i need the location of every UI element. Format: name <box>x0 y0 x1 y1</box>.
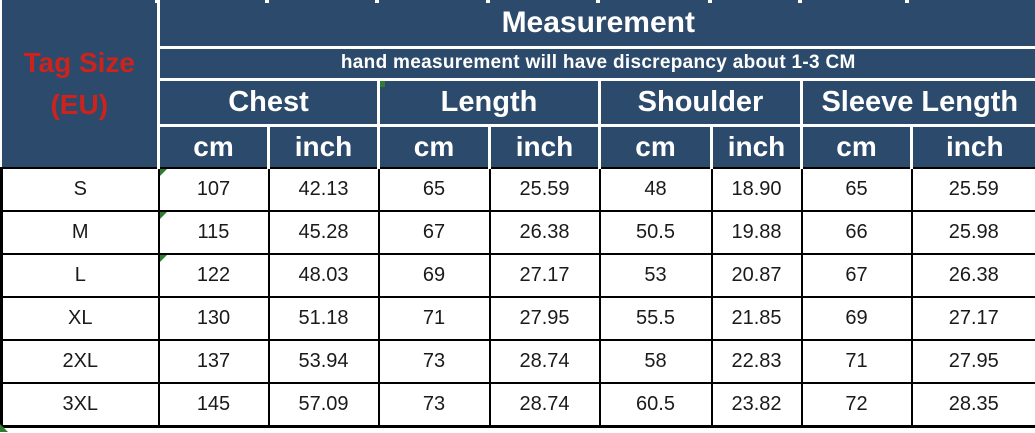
note-row: hand measurement will have discrepancy a… <box>2 47 1035 81</box>
grid-tick <box>905 0 909 3</box>
cell-xl-4: 55.5 <box>598 296 713 341</box>
cell-xl-5: 21.85 <box>710 296 803 341</box>
cell-s-5: 18.90 <box>710 167 803 212</box>
tag-size-header: Tag Size (EU) <box>1 0 160 168</box>
cell-s-1: 42.13 <box>267 167 380 212</box>
cell-l-5: 20.87 <box>710 253 803 298</box>
size-label-2xl: 2XL <box>0 339 160 384</box>
cell-m-3: 26.38 <box>488 210 601 255</box>
table-row-2xl: 2XL 137 53.94 73 28.74 58 22.83 71 27.95 <box>0 339 1035 384</box>
column-group-length: Length <box>377 79 600 127</box>
cell-3xl-0: 145 <box>157 382 270 428</box>
grid-tick <box>596 0 600 3</box>
unit-header-4-cm: cm <box>598 125 712 168</box>
table-row-3xl: 3XL 145 57.09 73 28.74 60.5 23.82 72 28.35 <box>0 382 1035 428</box>
cell-xl-0: 130 <box>157 296 270 341</box>
cell-2xl-6: 71 <box>800 339 913 384</box>
unit-header-row: cm inch cm inch cm inch cm inch <box>2 125 1035 168</box>
cell-2xl-7: 27.95 <box>910 339 1035 384</box>
cell-s-2: 65 <box>377 167 491 212</box>
cell-xl-3: 27.95 <box>488 296 601 341</box>
table-row-s: S 107 42.13 65 25.59 48 18.90 65 25.59 <box>0 167 1035 212</box>
cell-l-7: 26.38 <box>910 253 1035 298</box>
cell-s-0: 107 <box>157 167 270 212</box>
cell-m-1: 45.28 <box>267 210 380 255</box>
table-body: S 107 42.13 65 25.59 48 18.90 65 25.59 M 115 45.28 6… <box>0 167 1035 428</box>
cell-m-0: 115 <box>157 210 270 255</box>
cell-2xl-1: 53.94 <box>267 339 380 384</box>
cell-3xl-1: 57.09 <box>267 382 380 428</box>
size-label-3xl: 3XL <box>0 382 160 428</box>
cell-xl-2: 71 <box>377 296 491 341</box>
grid-tick <box>265 0 269 3</box>
table-row-xl: XL 130 51.18 71 27.95 55.5 21.85 69 27.17 <box>0 296 1035 341</box>
size-label-l: L <box>0 253 160 298</box>
unit-header-1-inch: inch <box>267 125 379 168</box>
table-row-l: L 122 48.03 69 27.17 53 20.87 67 26.38 <box>0 253 1035 298</box>
cell-2xl-0: 137 <box>157 339 270 384</box>
cell-l-4: 53 <box>598 253 713 298</box>
cell-2xl-5: 22.83 <box>710 339 803 384</box>
cell-2xl-4: 58 <box>598 339 713 384</box>
cell-3xl-4: 60.5 <box>598 382 713 428</box>
cell-m-4: 50.5 <box>598 210 713 255</box>
measurement-title: Measurement <box>158 0 1035 49</box>
cell-3xl-6: 72 <box>800 382 913 428</box>
grid-tick <box>708 0 712 3</box>
cell-l-1: 48.03 <box>267 253 380 298</box>
cell-xl-1: 51.18 <box>267 296 380 341</box>
tag-size-line2: (EU) <box>50 88 109 120</box>
cell-3xl-5: 23.82 <box>710 382 803 428</box>
unit-header-3-inch: inch <box>488 125 600 168</box>
cell-l-0: 122 <box>157 253 270 298</box>
measurement-note: hand measurement will have discrepancy a… <box>158 47 1035 81</box>
column-group-shoulder: Shoulder <box>598 79 802 127</box>
table-header: Tag Size (EU) Measurement hand measureme… <box>1 0 1035 168</box>
grid-tick <box>798 0 802 3</box>
cell-3xl-7: 28.35 <box>910 382 1035 428</box>
cell-3xl-2: 73 <box>377 382 491 428</box>
cell-xl-6: 69 <box>800 296 913 341</box>
size-label-xl: XL <box>0 296 160 341</box>
cell-s-3: 25.59 <box>488 167 601 212</box>
cell-l-6: 67 <box>800 253 913 298</box>
unit-header-7-inch: inch <box>909 125 1035 168</box>
cell-l-3: 27.17 <box>488 253 601 298</box>
grid-tick <box>155 0 159 3</box>
cell-m-6: 66 <box>800 210 913 255</box>
unit-header-2-cm: cm <box>377 125 490 168</box>
cell-m-2: 67 <box>377 210 491 255</box>
cell-2xl-3: 28.74 <box>488 339 601 384</box>
cell-xl-7: 27.17 <box>910 296 1035 341</box>
cell-s-4: 48 <box>598 167 713 212</box>
unit-header-5-inch: inch <box>710 125 802 168</box>
unit-header-6-cm: cm <box>800 125 912 168</box>
size-label-s: S <box>0 167 160 212</box>
size-label-m: M <box>0 210 160 255</box>
cell-s-7: 25.59 <box>910 167 1035 212</box>
unit-header-0-cm: cm <box>158 125 269 168</box>
grid-tick <box>375 0 379 3</box>
column-group-sleeve-length: Sleeve Length <box>799 79 1035 127</box>
cell-m-5: 19.88 <box>710 210 803 255</box>
cell-l-2: 69 <box>377 253 491 298</box>
cell-2xl-2: 73 <box>377 339 491 384</box>
cell-s-6: 65 <box>800 167 913 212</box>
column-group-chest: Chest <box>158 79 379 127</box>
measurement-title-row: Tag Size (EU) Measurement <box>1 0 1035 168</box>
tag-size-line1: Tag Size <box>23 46 135 78</box>
table-row-m: M 115 45.28 67 26.38 50.5 19.88 66 25.98 <box>0 210 1035 255</box>
cell-3xl-3: 28.74 <box>488 382 601 428</box>
cell-m-7: 25.98 <box>910 210 1035 255</box>
group-header-row: Chest Length Shoulder Sleeve Length <box>2 79 1035 127</box>
grid-tick <box>486 0 490 3</box>
